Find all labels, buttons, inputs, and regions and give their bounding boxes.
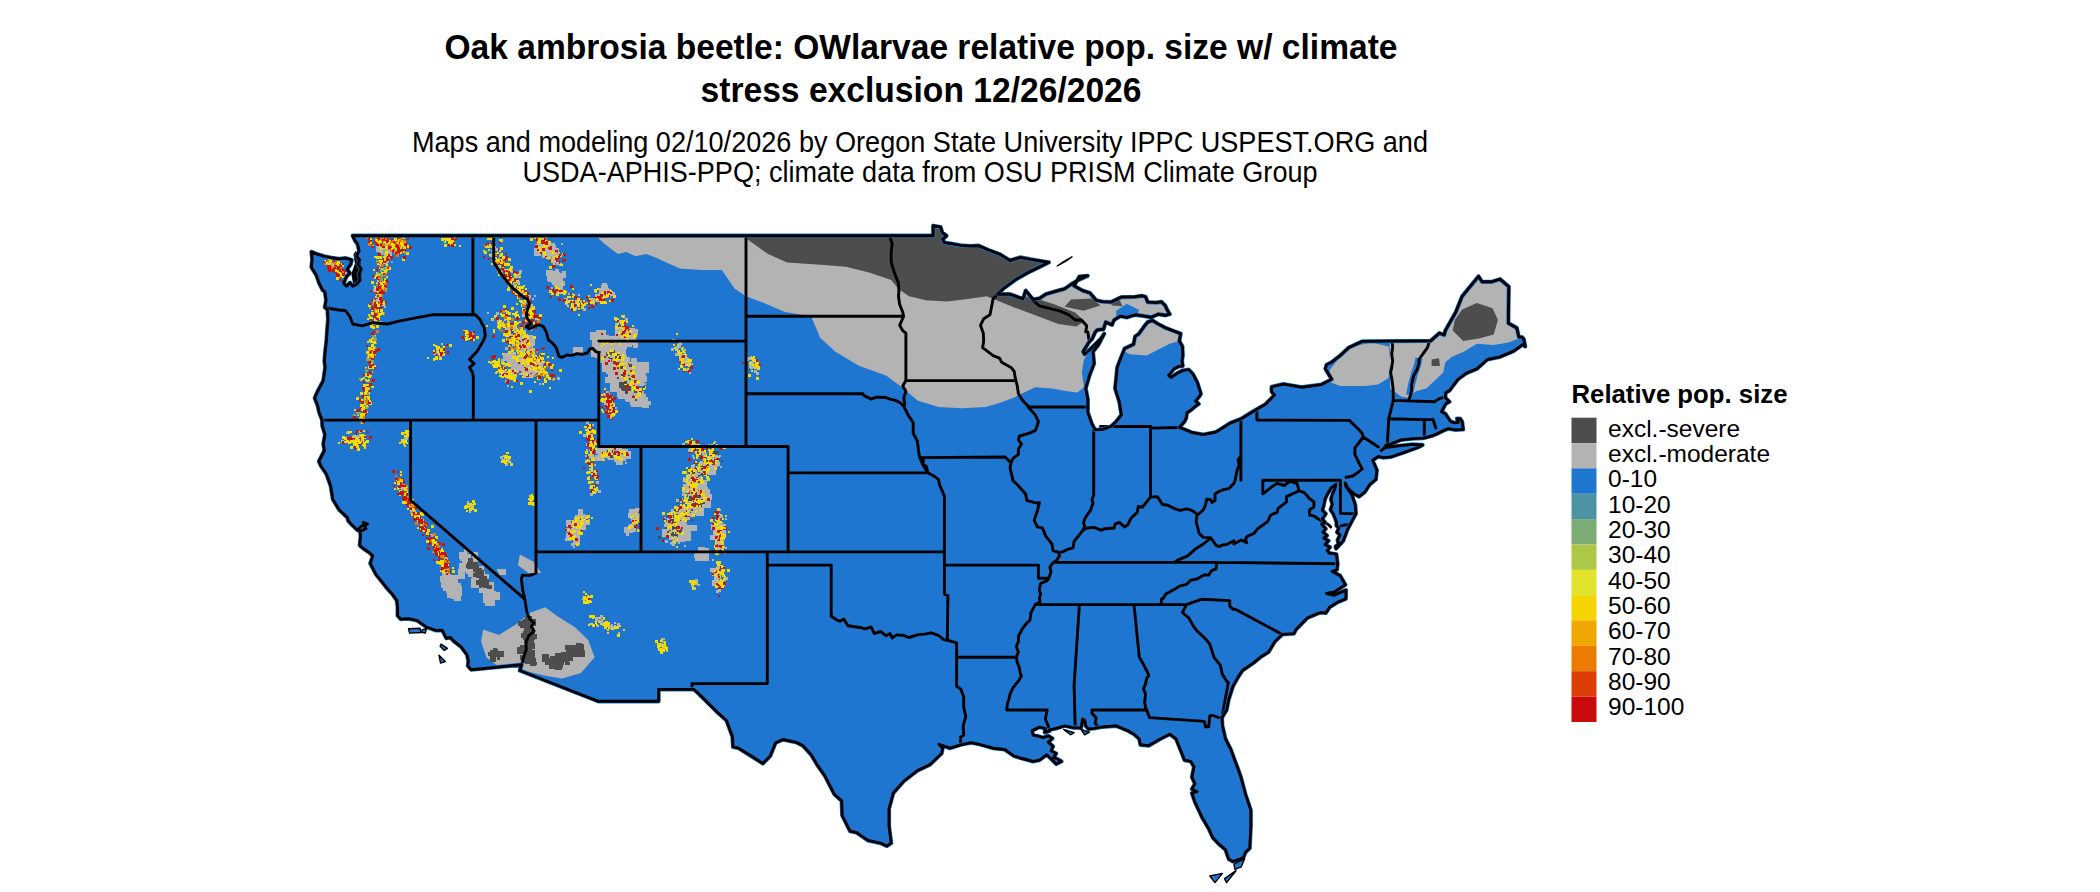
svg-text:40-50: 40-50 [1608,567,1671,594]
svg-text:50-60: 50-60 [1608,592,1671,619]
svg-text:Oak ambrosia beetle: OWlarvae: Oak ambrosia beetle: OWlarvae relative p… [445,27,1398,67]
svg-text:USDA-APHIS-PPQ; climate data f: USDA-APHIS-PPQ; climate data from OSU PR… [523,156,1318,188]
svg-text:80-90: 80-90 [1608,668,1671,695]
svg-text:70-80: 70-80 [1608,643,1671,670]
svg-text:0-10: 0-10 [1608,465,1657,492]
svg-text:60-70: 60-70 [1608,617,1671,644]
svg-text:excl.-severe: excl.-severe [1608,415,1740,442]
svg-text:Maps and modeling 02/10/2026 b: Maps and modeling 02/10/2026 by Oregon S… [412,126,1428,158]
svg-text:stress exclusion 12/26/2026: stress exclusion 12/26/2026 [701,70,1142,110]
svg-text:30-40: 30-40 [1608,541,1671,568]
svg-text:90-100: 90-100 [1608,693,1684,720]
svg-text:Relative pop. size: Relative pop. size [1572,380,1788,408]
svg-text:20-30: 20-30 [1608,516,1671,543]
svg-text:excl.-moderate: excl.-moderate [1608,440,1770,467]
svg-text:10-20: 10-20 [1608,491,1671,518]
